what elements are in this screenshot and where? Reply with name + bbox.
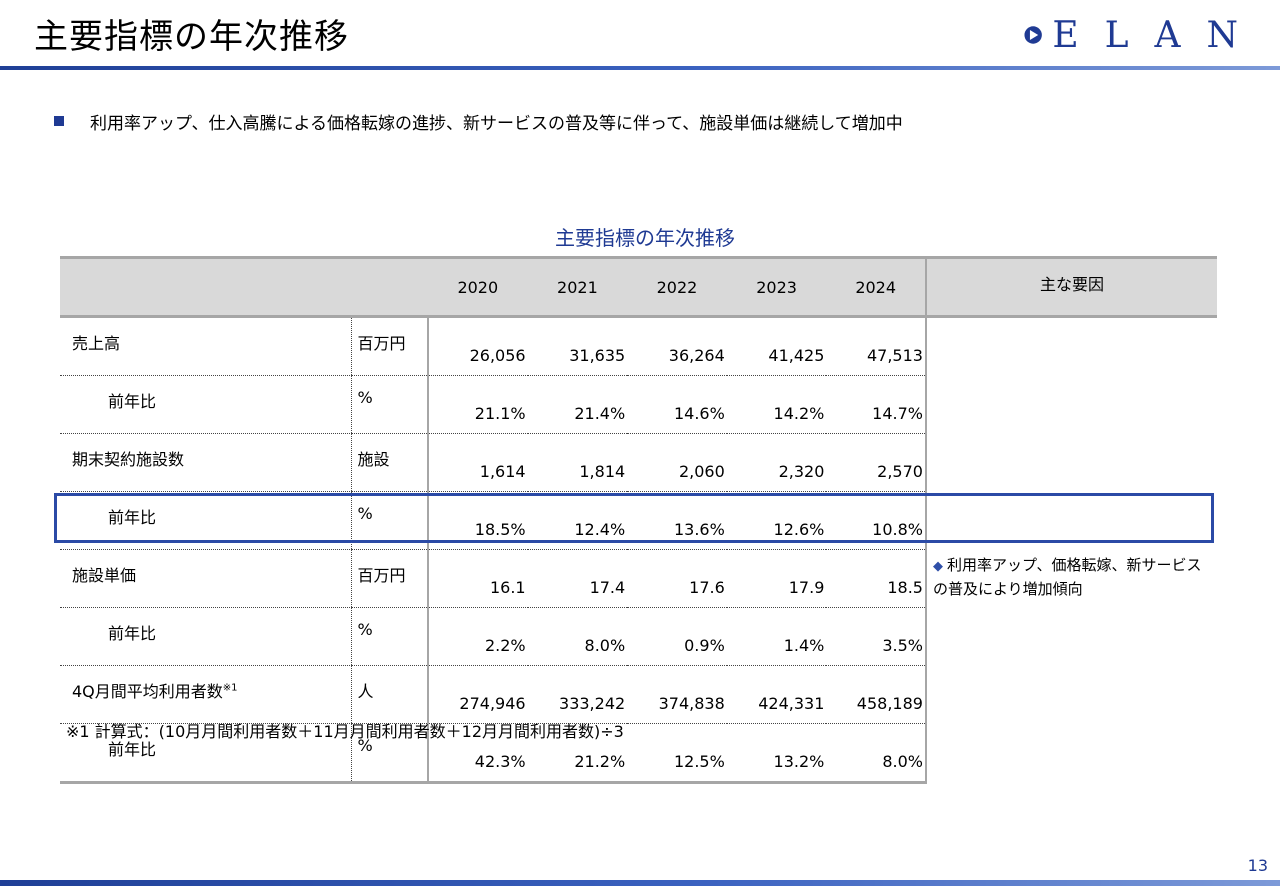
header-year: 2022: [627, 256, 727, 318]
value-cell: 3.5%: [826, 607, 926, 666]
value-cell: 31,635: [527, 316, 628, 376]
factor-cell: [924, 375, 1217, 434]
factor-note-text: 利用率アップ、価格転嫁、新サービスの普及により増加傾向: [932, 555, 1202, 598]
header-year: 2023: [726, 256, 827, 318]
value-cell: 8.0%: [527, 607, 628, 666]
value-cell: 2,320: [726, 433, 827, 492]
summary-text: 利用率アップ、仕入高騰による価格転嫁の進捗、新サービスの普及等に伴って、施設単価…: [90, 113, 903, 134]
row-label: 前年比: [60, 491, 351, 550]
row-unit: 百万円: [350, 549, 429, 608]
table-row: 売上高 百万円 26,056 31,635 36,264 41,425 47,5…: [60, 316, 1217, 376]
value-cell: 17.9: [726, 549, 827, 608]
value-cell: 14.7%: [826, 375, 926, 434]
factor-cell: [924, 491, 1217, 550]
value-cell: 26,056: [428, 316, 528, 376]
kpi-table: 2020 2021 2022 2023 2024 主な要因 売上高 百万円 26…: [60, 256, 1217, 784]
header-year: 2021: [527, 256, 628, 318]
table-row: 前年比 % 18.5% 12.4% 13.6% 12.6% 10.8%: [60, 491, 1217, 550]
diamond-bullet-icon: ◆: [932, 558, 943, 574]
value-cell: 42.3%: [428, 723, 528, 784]
row-label: 前年比: [60, 375, 351, 434]
row-unit: %: [350, 607, 429, 666]
table-row: 4Q月間平均利用者数※1 人 274,946 333,242 374,838 4…: [60, 665, 1217, 724]
header-year: 2024: [826, 256, 926, 318]
value-cell: 374,838: [627, 665, 727, 724]
value-cell: 17.4: [527, 549, 628, 608]
factor-cell: [924, 723, 1217, 783]
row-unit: %: [350, 723, 429, 784]
table-row: 期末契約施設数 施設 1,614 1,814 2,060 2,320 2,570: [60, 433, 1217, 492]
value-cell: 2.2%: [428, 607, 528, 666]
value-cell: 14.2%: [726, 375, 827, 434]
value-cell: 333,242: [527, 665, 628, 724]
value-cell: 16.1: [428, 549, 528, 608]
company-logo: ELAN: [1024, 14, 1264, 56]
value-cell: 0.9%: [627, 607, 727, 666]
value-cell: 1.4%: [726, 607, 827, 666]
value-cell: 21.2%: [527, 723, 628, 784]
table-title: 主要指標の年次推移: [555, 226, 735, 250]
header-factor: 主な要因: [924, 256, 1217, 318]
table-row-highlighted: 施設単価 百万円 16.1 17.4 17.6 17.9 18.5 ◆ 利用率アッ…: [60, 549, 1217, 608]
header-label-cell: [60, 256, 351, 318]
square-bullet-icon: [54, 116, 64, 126]
row-unit: %: [350, 375, 429, 434]
row-label-note: ※1: [222, 682, 238, 694]
value-cell: 12.5%: [627, 723, 727, 784]
header-year: 2020: [428, 256, 528, 318]
row-unit: 百万円: [350, 316, 429, 376]
value-cell: 36,264: [627, 316, 727, 376]
value-cell: 8.0%: [826, 723, 926, 784]
factor-cell: [924, 433, 1217, 492]
value-cell: 14.6%: [627, 375, 727, 434]
table-row: 前年比 % 2.2% 8.0% 0.9% 1.4% 3.5%: [60, 607, 1217, 666]
value-cell: 2,570: [826, 433, 926, 492]
summary-bullet: 利用率アップ、仕入高騰による価格転嫁の進捗、新サービスの普及等に伴って、施設単価…: [54, 108, 903, 134]
factor-cell: [924, 665, 1217, 724]
factor-cell: [924, 316, 1217, 376]
header-unit-cell: [351, 256, 428, 318]
factor-note: ◆ 利用率アップ、価格転嫁、新サービスの普及により増加傾向: [924, 549, 1217, 608]
title-divider: [0, 66, 1280, 70]
value-cell: 18.5: [826, 549, 926, 608]
table-row: 前年比 % 42.3% 21.2% 12.5% 13.2% 8.0%: [60, 723, 1217, 784]
value-cell: 47,513: [826, 316, 926, 376]
page-title: 主要指標の年次推移: [34, 17, 349, 57]
logo-text: ELAN: [1052, 14, 1264, 56]
value-cell: 21.4%: [527, 375, 628, 434]
value-cell: 274,946: [428, 665, 528, 724]
value-cell: 424,331: [726, 665, 827, 724]
row-label: 売上高: [60, 316, 351, 376]
value-cell: 12.4%: [527, 491, 628, 550]
value-cell: 2,060: [627, 433, 727, 492]
page-number: 13: [1247, 856, 1268, 875]
row-unit: 施設: [350, 433, 429, 492]
footer-divider: [0, 880, 1280, 886]
factor-cell: [924, 607, 1217, 666]
footnote: ※1 計算式：(10月月間利用者数＋11月月間利用者数＋12月月間利用者数)÷3: [66, 722, 624, 741]
value-cell: 12.6%: [726, 491, 827, 550]
value-cell: 17.6: [627, 549, 727, 608]
row-label: 4Q月間平均利用者数※1: [60, 665, 351, 724]
row-label: 施設単価: [60, 549, 351, 608]
table-header-row: 2020 2021 2022 2023 2024 主な要因: [60, 256, 1217, 318]
row-label: 前年比: [60, 723, 351, 784]
value-cell: 13.2%: [726, 723, 827, 784]
value-cell: 18.5%: [428, 491, 528, 550]
row-label: 期末契約施設数: [60, 433, 351, 492]
table-row: 前年比 % 21.1% 21.4% 14.6% 14.2% 14.7%: [60, 375, 1217, 434]
value-cell: 10.8%: [826, 491, 926, 550]
value-cell: 13.6%: [627, 491, 727, 550]
value-cell: 21.1%: [428, 375, 528, 434]
row-unit: 人: [350, 665, 429, 724]
logo-play-icon: [1024, 26, 1042, 44]
row-label-text: 4Q月間平均利用者数: [72, 682, 223, 701]
row-label: 前年比: [60, 607, 351, 666]
value-cell: 41,425: [726, 316, 827, 376]
value-cell: 1,814: [527, 433, 628, 492]
value-cell: 1,614: [428, 433, 528, 492]
value-cell: 458,189: [826, 665, 926, 724]
row-unit: %: [350, 491, 429, 550]
